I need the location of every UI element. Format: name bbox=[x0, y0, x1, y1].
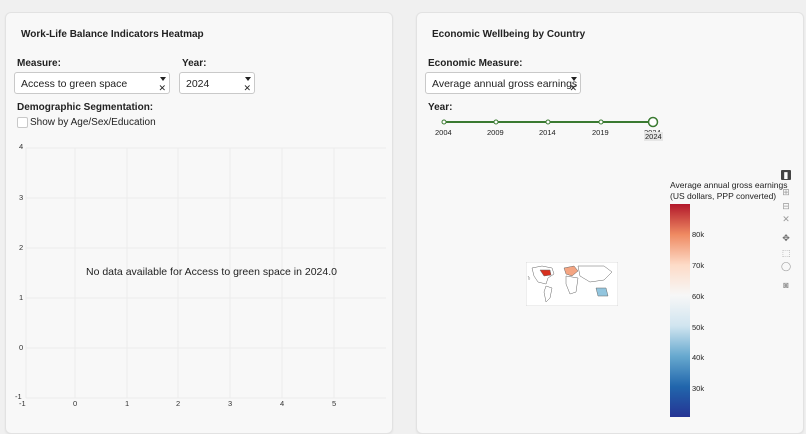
clear-icon[interactable]: ✕ bbox=[243, 83, 251, 93]
clear-icon[interactable]: ✕ bbox=[158, 83, 166, 93]
segmentation-label: Demographic Segmentation: bbox=[17, 102, 154, 113]
slider-mark-dot[interactable] bbox=[598, 119, 604, 125]
no-data-message: No data available for Access to green sp… bbox=[86, 266, 337, 278]
y-tick: 4 bbox=[19, 142, 24, 151]
measure-dropdown-value: Access to green space bbox=[21, 78, 128, 90]
slider-mark-label[interactable]: 2014 bbox=[539, 128, 556, 137]
chevron-down-icon[interactable] bbox=[245, 77, 251, 81]
measure-label: Measure: bbox=[17, 58, 61, 69]
box-select-icon[interactable]: ⬚ bbox=[781, 248, 791, 258]
pan-icon[interactable]: ✥ bbox=[782, 233, 790, 243]
economic-measure-value: Average annual gross earnings bbox=[432, 78, 578, 90]
y-tick: 2 bbox=[19, 243, 24, 252]
x-tick: 4 bbox=[280, 399, 285, 408]
zoom-in-icon[interactable]: ⊞ bbox=[782, 187, 790, 197]
measure-dropdown[interactable]: Access to green space ✕ bbox=[14, 72, 170, 94]
x-tick: 0 bbox=[73, 399, 78, 408]
clear-icon[interactable]: ✕ bbox=[569, 83, 577, 93]
slider-value-tooltip: 2024 bbox=[644, 132, 663, 141]
x-tick: 1 bbox=[125, 399, 130, 408]
chevron-down-icon[interactable] bbox=[160, 77, 166, 81]
slider-mark-label[interactable]: 2009 bbox=[487, 128, 504, 137]
year-slider-label: Year: bbox=[428, 102, 453, 113]
x-tick: 2 bbox=[176, 399, 181, 408]
colorbar-tick: 60k bbox=[692, 292, 705, 301]
heatmap-panel-title: Work-Life Balance Indicators Heatmap bbox=[21, 29, 204, 40]
year-label: Year: bbox=[182, 58, 207, 69]
x-tick: 5 bbox=[332, 399, 337, 408]
slider-handle[interactable] bbox=[647, 116, 659, 128]
colorbar-tick: 30k bbox=[692, 384, 705, 393]
colorbar-tick: 70k bbox=[692, 261, 705, 270]
economic-measure-label: Economic Measure: bbox=[428, 58, 523, 69]
colorbar-title: Average annual gross earnings bbox=[670, 180, 788, 190]
y-tick: 1 bbox=[19, 293, 24, 302]
map-panel: Economic Wellbeing by Country Economic M… bbox=[416, 12, 804, 434]
y-tick: -1 bbox=[15, 392, 22, 401]
map-panel-title: Economic Wellbeing by Country bbox=[432, 29, 586, 40]
year-slider[interactable] bbox=[435, 115, 665, 129]
colorbar-tick: 50k bbox=[692, 323, 705, 332]
y-tick: 3 bbox=[19, 193, 24, 202]
colorbar-subtitle: (US dollars, PPP converted) bbox=[670, 191, 777, 201]
plotly-bar-icon[interactable]: ▮ bbox=[781, 170, 791, 180]
slider-mark-dot[interactable] bbox=[441, 119, 447, 125]
segmentation-checkbox-label[interactable]: Show by Age/Sex/Education bbox=[30, 117, 156, 128]
year-dropdown[interactable]: 2024 ✕ bbox=[179, 72, 255, 94]
x-tick: 3 bbox=[228, 399, 233, 408]
colorbar-tick: 40k bbox=[692, 353, 705, 362]
choropleth-map[interactable] bbox=[526, 262, 618, 306]
year-dropdown-value: 2024 bbox=[186, 78, 210, 90]
x-tick: -1 bbox=[19, 399, 26, 408]
zoom-out-icon[interactable]: ⊟ bbox=[782, 201, 790, 211]
slider-mark-dot[interactable] bbox=[545, 119, 551, 125]
heatmap-panel: Work-Life Balance Indicators Heatmap Mea… bbox=[5, 12, 393, 434]
slider-mark-label[interactable]: 2019 bbox=[592, 128, 609, 137]
heatmap-plot[interactable] bbox=[6, 138, 392, 423]
segmentation-checkbox[interactable] bbox=[17, 117, 28, 128]
autoscale-icon[interactable]: ✕ bbox=[782, 214, 790, 224]
economic-measure-dropdown[interactable]: Average annual gross earnings ✕ bbox=[425, 72, 581, 94]
slider-mark-dot[interactable] bbox=[493, 119, 499, 125]
colorbar-tick: 80k bbox=[692, 230, 705, 239]
slider-mark-label[interactable]: 2004 bbox=[435, 128, 452, 137]
y-tick: 0 bbox=[19, 343, 24, 352]
lasso-icon[interactable]: ◯ bbox=[781, 261, 792, 271]
chevron-down-icon[interactable] bbox=[571, 77, 577, 81]
camera-icon[interactable]: ◙ bbox=[783, 280, 789, 290]
colorbar bbox=[670, 204, 690, 417]
